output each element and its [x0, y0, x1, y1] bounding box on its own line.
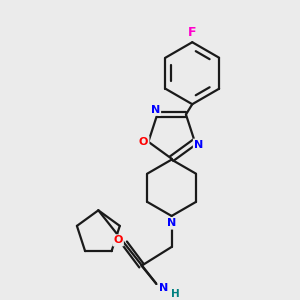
- Text: H: H: [171, 289, 180, 299]
- Text: N: N: [151, 105, 160, 115]
- Text: N: N: [158, 283, 168, 293]
- Text: F: F: [188, 26, 196, 39]
- Text: N: N: [167, 218, 176, 229]
- Text: N: N: [194, 140, 203, 150]
- Text: O: O: [113, 236, 123, 245]
- Text: O: O: [139, 137, 148, 147]
